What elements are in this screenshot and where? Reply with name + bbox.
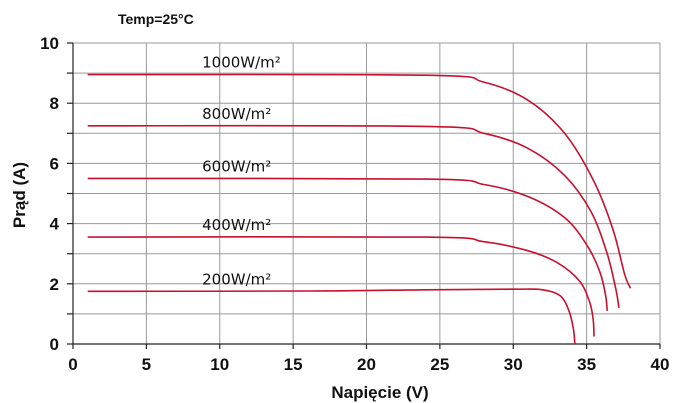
x-tick-label: 40 bbox=[651, 355, 670, 374]
series-label-2: 800W/m² bbox=[202, 105, 271, 123]
x-tick-label: 5 bbox=[142, 355, 151, 374]
y-tick-label: 10 bbox=[40, 34, 59, 53]
series-line-2 bbox=[87, 124, 620, 309]
series-lines bbox=[87, 73, 632, 345]
series-label-3: 600W/m² bbox=[202, 157, 271, 175]
y-tick-label: 4 bbox=[50, 215, 60, 234]
x-tick-label: 20 bbox=[357, 355, 376, 374]
x-tick-label: 30 bbox=[504, 355, 523, 374]
temperature-annotation: Temp=25°C bbox=[118, 11, 194, 27]
series-label-5: 200W/m² bbox=[202, 270, 271, 288]
series-line-1 bbox=[87, 73, 632, 289]
series-line-4 bbox=[87, 235, 595, 337]
axes bbox=[67, 42, 661, 349]
x-tick-label: 25 bbox=[430, 355, 449, 374]
y-tick-label: 6 bbox=[50, 154, 59, 173]
y-axis-title: Prąd (A) bbox=[10, 162, 29, 228]
series-label-1: 1000W/m² bbox=[202, 54, 281, 72]
x-tick-label: 10 bbox=[210, 355, 229, 374]
series-line-3 bbox=[87, 177, 608, 311]
series-line-5 bbox=[87, 288, 576, 345]
y-tick-label: 0 bbox=[50, 335, 59, 354]
series-labels: 1000W/m² 800W/m² 600W/m² 400W/m² 200W/m² bbox=[202, 54, 281, 289]
series-label-4: 400W/m² bbox=[202, 216, 271, 234]
tick-labels: 0 5 10 15 20 25 30 35 40 0 2 4 6 8 10 bbox=[40, 34, 669, 374]
x-tick-label: 35 bbox=[577, 355, 596, 374]
grid bbox=[73, 42, 661, 344]
x-tick-label: 0 bbox=[68, 355, 77, 374]
y-tick-label: 8 bbox=[50, 94, 59, 113]
x-axis-title: Napięcie (V) bbox=[331, 383, 428, 402]
x-tick-label: 15 bbox=[284, 355, 303, 374]
y-tick-label: 2 bbox=[50, 275, 59, 294]
